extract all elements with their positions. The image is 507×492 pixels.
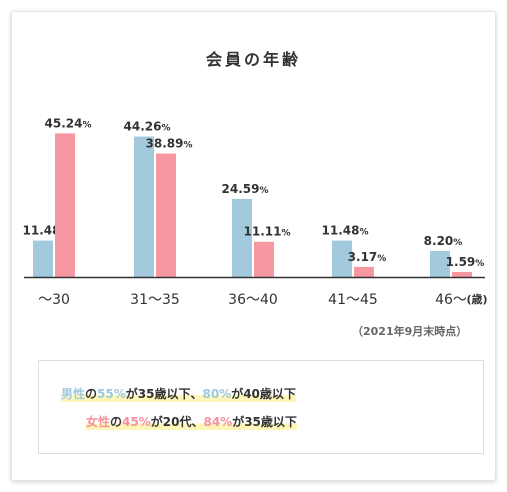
summary-line-female: 女性の45%が20代、84%が35歳以下	[86, 415, 297, 430]
summary-box: 男性の55%が35歳以下、80%が40歳以下 女性の45%が20代、84%が35…	[38, 360, 484, 454]
male-pct-2: 80%	[202, 387, 232, 401]
bar-female-0	[55, 133, 75, 277]
bar-male-3	[332, 240, 352, 277]
bar-male-2	[232, 198, 252, 277]
summary-line-male: 男性の55%が35歳以下、80%が40歳以下	[61, 387, 296, 402]
chart-title: 会員の年齢	[205, 50, 301, 69]
female-pct-2: 84%	[203, 415, 233, 429]
data-label-female-1: 38.89%	[146, 137, 193, 151]
male-label: 男性	[61, 387, 86, 401]
bar-female-1	[156, 153, 176, 277]
bar-male-4	[430, 250, 450, 277]
x-tick-label-4: 46～	[435, 292, 467, 308]
data-label-male-4: 8.20%	[424, 234, 463, 248]
x-tick-label-0: ～30	[38, 292, 70, 308]
data-label-female-4: 1.59%	[446, 255, 485, 269]
x-tick-label-2: 36～40	[228, 292, 278, 308]
x-tick-label-3: 41～45	[328, 292, 378, 308]
bar-female-4	[452, 271, 472, 277]
bar-male-0	[33, 240, 53, 277]
x-tick-label-1: 31～35	[130, 292, 180, 308]
data-label-male-3: 11.48%	[322, 224, 369, 238]
bar-male-1	[134, 136, 154, 277]
data-label-female-2: 11.11%	[244, 225, 291, 239]
date-note: （2021年9月末時点）	[352, 325, 468, 338]
female-label: 女性	[86, 415, 111, 429]
data-label-male-2: 24.59%	[222, 182, 269, 196]
bar-female-2	[254, 241, 274, 277]
data-label-female-0: 45.24%	[45, 116, 92, 130]
data-label-male-1: 44.26%	[124, 120, 171, 134]
female-pct-1: 45%	[122, 415, 151, 429]
bar-female-3	[354, 266, 374, 277]
bar-chart: 11.48% 45.24% ～30 44.26% 38.89% 31～35 24.59% 11…	[23, 116, 488, 308]
data-label-female-3: 3.17%	[348, 250, 387, 264]
male-pct-1: 55%	[97, 387, 126, 401]
x-unit-label: (歳)	[466, 292, 487, 306]
